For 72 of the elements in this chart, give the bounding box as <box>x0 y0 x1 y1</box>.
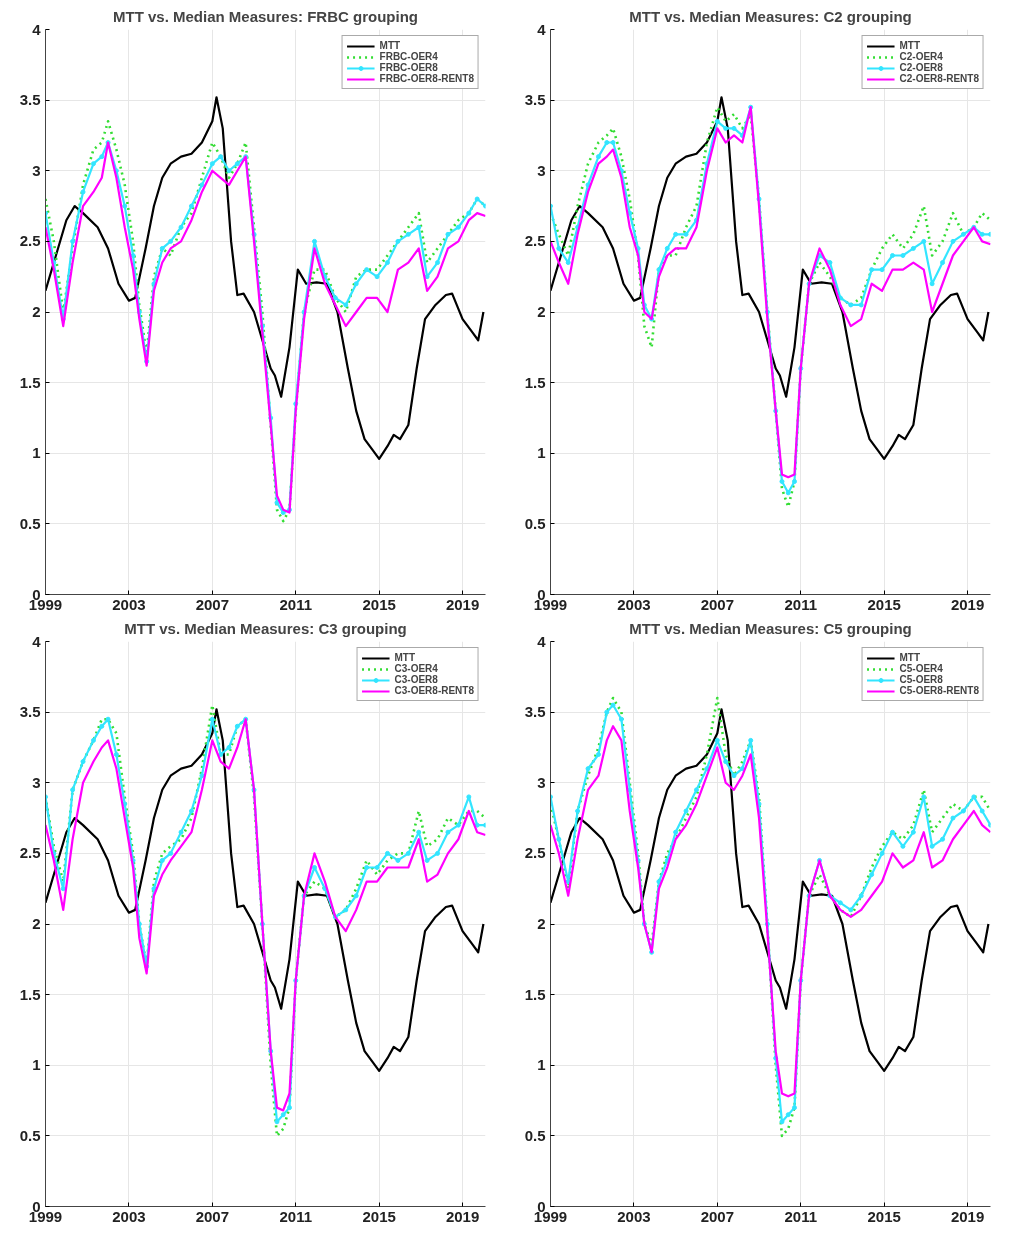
legend-label: FRBC-OER8 <box>379 62 438 73</box>
y-tick-label: 1 <box>537 1056 546 1074</box>
y-tick-label: 3 <box>537 161 546 179</box>
y-tick-label: 0.5 <box>524 1126 546 1144</box>
legend-label: C3-OER4 <box>394 663 438 674</box>
y-tick-label: 0.5 <box>19 514 41 532</box>
legend-label: FRBC-OER8-RENT8 <box>379 73 474 84</box>
chart-title: MTT vs. Median Measures: C3 grouping <box>124 619 407 637</box>
y-tick-label: 1.5 <box>19 985 41 1003</box>
x-tick-label: 2007 <box>195 1207 230 1225</box>
y-tick-label: 4 <box>32 632 42 650</box>
legend-label: C5-OER4 <box>899 663 943 674</box>
x-tick-label: 2003 <box>617 595 651 613</box>
y-tick-label: 4 <box>537 632 547 650</box>
y-tick-label: 3.5 <box>19 91 41 109</box>
chart-title: MTT vs. Median Measures: C2 grouping <box>629 7 912 25</box>
y-tick-label: 2.5 <box>19 232 41 250</box>
y-tick-label: 3.5 <box>524 703 546 721</box>
legend-label: MTT <box>379 40 401 51</box>
x-tick-label: 2007 <box>195 595 230 613</box>
legend-label: MTT <box>899 40 921 51</box>
x-tick-label: 2007 <box>700 595 735 613</box>
x-tick-label: 2011 <box>279 1207 313 1225</box>
x-tick-label: 2003 <box>112 1207 146 1225</box>
x-tick-label: 2019 <box>950 595 985 613</box>
legend-label: C5-OER8-RENT8 <box>899 685 979 696</box>
chart-title: MTT vs. Median Measures: FRBC grouping <box>112 7 419 25</box>
y-tick-label: 1 <box>32 444 41 462</box>
x-tick-label: 2015 <box>867 595 901 613</box>
y-tick-label: 2.5 <box>524 232 546 250</box>
y-tick-label: 0.5 <box>19 1126 41 1144</box>
y-tick-label: 1.5 <box>524 985 546 1003</box>
legend-label: C2-OER4 <box>899 51 943 62</box>
y-tick-label: 3 <box>32 161 41 179</box>
legend-label: C3-OER8 <box>394 674 438 685</box>
x-tick-label: 2015 <box>867 1207 901 1225</box>
y-tick-label: 4 <box>537 20 547 38</box>
legend-label: MTT <box>899 652 921 663</box>
y-tick-label: 1.5 <box>19 373 41 391</box>
x-tick-label: 2015 <box>362 1207 396 1225</box>
y-tick-label: 3.5 <box>19 703 41 721</box>
x-tick-label: 2007 <box>700 1207 735 1225</box>
y-tick-label: 0.5 <box>524 514 546 532</box>
y-tick-label: 2 <box>537 303 546 320</box>
y-tick-label: 3 <box>32 773 41 791</box>
x-tick-label: 2003 <box>617 1207 651 1225</box>
legend-label: MTT <box>394 652 416 663</box>
y-tick-label: 2.5 <box>19 844 41 862</box>
y-tick-label: 2 <box>32 915 41 932</box>
y-tick-label: 2 <box>537 915 546 932</box>
y-tick-label: 3.5 <box>524 91 546 109</box>
x-tick-label: 2019 <box>445 1207 480 1225</box>
y-tick-label: 4 <box>32 20 42 38</box>
x-tick-label: 2015 <box>362 595 396 613</box>
x-tick-label: 2011 <box>279 595 313 613</box>
x-tick-label: 2011 <box>784 1207 818 1225</box>
y-tick-label: 1 <box>32 1056 41 1074</box>
legend-label: C2-OER8 <box>899 62 943 73</box>
legend-label: C5-OER8 <box>899 674 943 685</box>
x-tick-label: 2011 <box>784 595 818 613</box>
y-tick-label: 1.5 <box>524 373 546 391</box>
legend-label: FRBC-OER4 <box>379 51 438 62</box>
x-tick-label: 2003 <box>112 595 146 613</box>
chart-title: MTT vs. Median Measures: C5 grouping <box>629 619 912 637</box>
y-tick-label: 1 <box>537 444 546 462</box>
legend-label: C3-OER8-RENT8 <box>394 685 474 696</box>
y-tick-label: 2.5 <box>524 844 546 862</box>
x-tick-label: 2019 <box>950 1207 985 1225</box>
x-tick-label: 2019 <box>445 595 480 613</box>
y-tick-label: 3 <box>537 773 546 791</box>
legend-label: C2-OER8-RENT8 <box>899 73 979 84</box>
y-tick-label: 2 <box>32 303 41 320</box>
